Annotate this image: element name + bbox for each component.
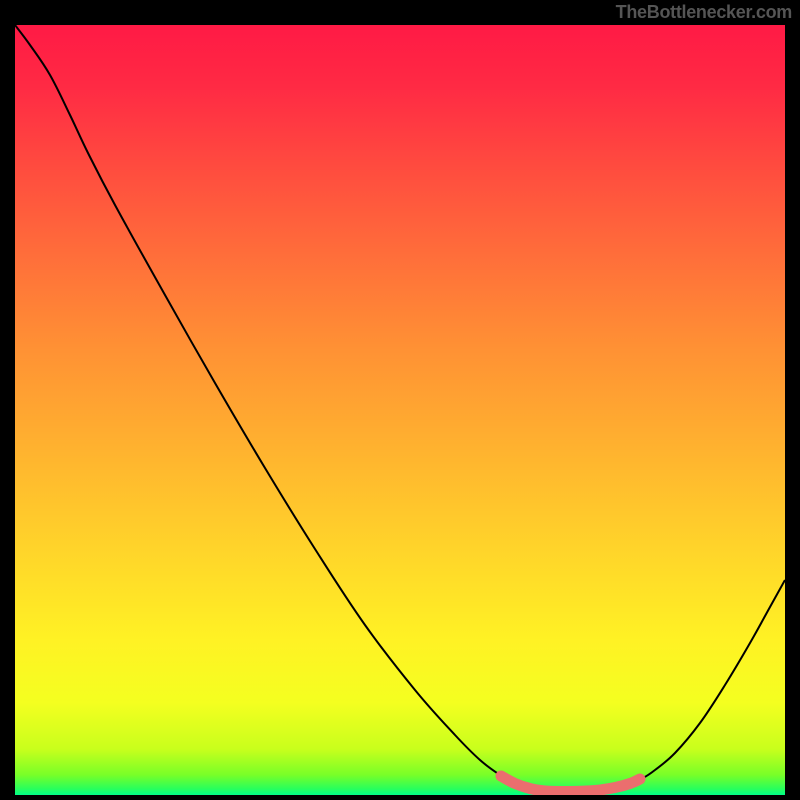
plot-background xyxy=(15,25,785,795)
attribution-text: TheBottlenecker.com xyxy=(616,2,792,23)
chart-plot xyxy=(15,25,785,795)
chart-container: TheBottlenecker.com xyxy=(0,0,800,800)
